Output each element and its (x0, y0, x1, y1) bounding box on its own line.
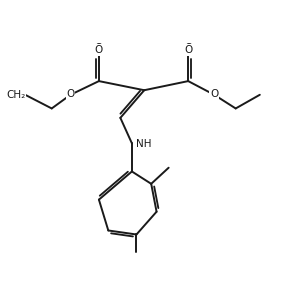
Text: O: O (95, 43, 103, 53)
Text: O: O (184, 43, 192, 53)
Text: O: O (210, 90, 218, 100)
Text: CH₂: CH₂ (6, 90, 25, 100)
Text: O: O (66, 90, 75, 100)
Text: O: O (95, 45, 103, 55)
Text: NH: NH (136, 139, 152, 149)
Text: O: O (210, 89, 218, 99)
Text: O: O (66, 89, 75, 99)
Text: O: O (184, 45, 192, 55)
